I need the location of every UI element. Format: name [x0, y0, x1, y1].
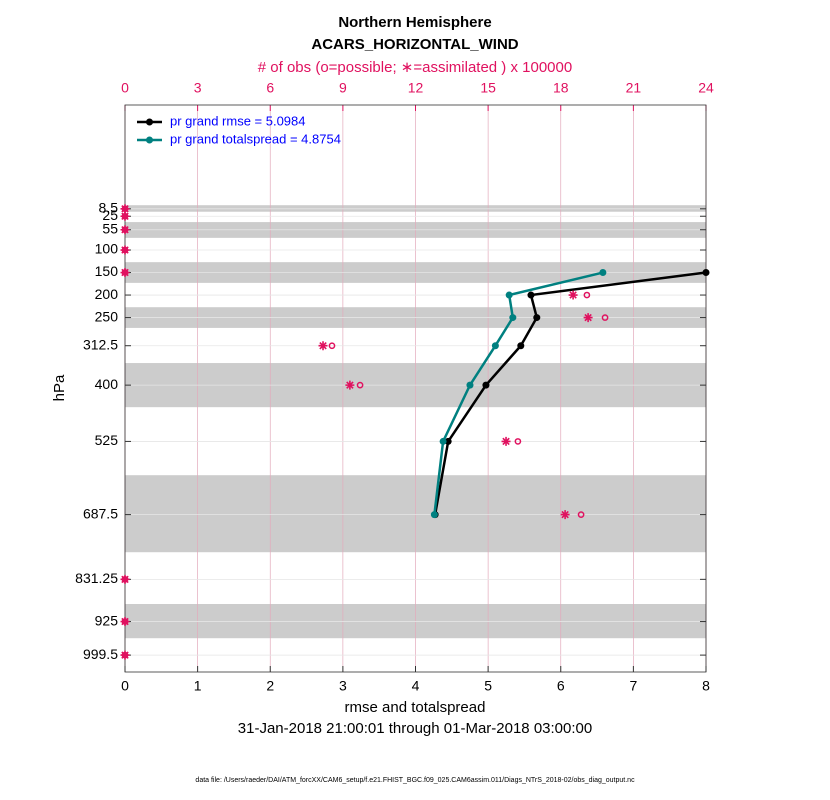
- x-tick-label: 7: [629, 678, 637, 694]
- obs-possible: [514, 438, 522, 445]
- obs-assimilated: [120, 204, 130, 214]
- legend-marker: [146, 136, 153, 144]
- obs-assimilated: [120, 211, 130, 221]
- obs-assimilated: [318, 341, 328, 351]
- obs-assimilated: [501, 436, 511, 446]
- chart-title: Northern Hemisphere: [338, 14, 491, 31]
- data-point: [527, 291, 535, 299]
- obs-possible: [601, 314, 609, 321]
- data-point: [466, 381, 474, 389]
- data-point: [517, 342, 525, 350]
- data-point: [505, 291, 513, 299]
- chart-subtitle: ACARS_HORIZONTAL_WIND: [311, 36, 518, 53]
- x-tick-label: 5: [484, 678, 492, 694]
- y-tick-label: 312.5: [83, 336, 118, 352]
- x2-tick-label: 12: [408, 80, 424, 96]
- legend-marker: [146, 118, 153, 126]
- obs-assimilated: [120, 225, 130, 235]
- y-tick-label: 999.5: [83, 646, 118, 662]
- x2-axis-label: # of obs (o=possible; ∗=assimilated ) x …: [258, 59, 572, 76]
- data-point: [444, 437, 452, 445]
- obs-assimilated: [120, 650, 130, 660]
- x2-tick-label: 6: [266, 80, 274, 96]
- y-tick-label: 525: [95, 432, 119, 448]
- y-tick-label: 100: [95, 241, 119, 257]
- y-tick-label: 831.25: [75, 570, 118, 586]
- y-tick-label: 250: [95, 308, 119, 324]
- y-tick-label: 25: [102, 207, 118, 223]
- obs-assimilated: [120, 574, 130, 584]
- data-point: [599, 269, 607, 277]
- data-point: [430, 511, 438, 519]
- y-tick-label: 150: [95, 263, 119, 279]
- obs-possible: [328, 342, 336, 350]
- x-tick-label: 4: [412, 678, 420, 694]
- plot-frame: [124, 104, 707, 673]
- x2-tick-label: 21: [626, 80, 642, 96]
- x-axis-label: rmse and totalspread: [345, 699, 486, 716]
- obs-assimilated: [120, 245, 130, 255]
- y-tick-label: 687.5: [83, 505, 118, 521]
- y-tick-label: 925: [95, 612, 119, 628]
- y-tick-label: 55: [102, 220, 118, 236]
- x2-tick-label: 9: [339, 80, 347, 96]
- obs-assimilated: [345, 380, 355, 390]
- data-point: [491, 342, 499, 350]
- obs-possible: [583, 291, 591, 299]
- y-tick-label: 400: [95, 376, 119, 392]
- y-tick-label: 200: [95, 286, 119, 302]
- obs-assimilated: [120, 268, 130, 278]
- obs-assimilated: [583, 313, 593, 323]
- legend-label: pr grand totalspread = 4.8754: [170, 131, 341, 146]
- legend-label: pr grand rmse = 5.0984: [170, 113, 306, 128]
- x-tick-label: 2: [266, 678, 274, 694]
- x-tick-label: 3: [339, 678, 347, 694]
- footnote: data file: /Users/raeder/DAI/ATM_forcXX/…: [195, 777, 635, 784]
- obs-possible: [356, 381, 364, 389]
- y-tick-label: 8.5: [99, 200, 119, 216]
- data-point: [702, 269, 710, 277]
- x2-tick-label: 18: [553, 80, 569, 96]
- x-tick-label: 6: [557, 678, 565, 694]
- x-tick-label: 8: [702, 678, 710, 694]
- data-point: [439, 437, 447, 445]
- obs-assimilated: [120, 617, 130, 627]
- x-tick-label: 1: [194, 678, 202, 694]
- data-point: [482, 381, 490, 389]
- data-point: [533, 314, 541, 322]
- obs-assimilated: [568, 290, 578, 300]
- x2-tick-label: 15: [480, 80, 496, 96]
- obs-assimilated: [560, 510, 570, 520]
- y-axis-label: hPa: [51, 374, 68, 401]
- data-point: [509, 314, 517, 322]
- obs-possible: [577, 511, 585, 518]
- x2-tick-label: 24: [698, 80, 714, 96]
- date-range: 31-Jan-2018 21:00:01 through 01-Mar-2018…: [238, 720, 592, 737]
- x-tick-label: 0: [121, 678, 129, 694]
- x2-tick-label: 3: [194, 80, 202, 96]
- x2-tick-label: 0: [121, 80, 129, 96]
